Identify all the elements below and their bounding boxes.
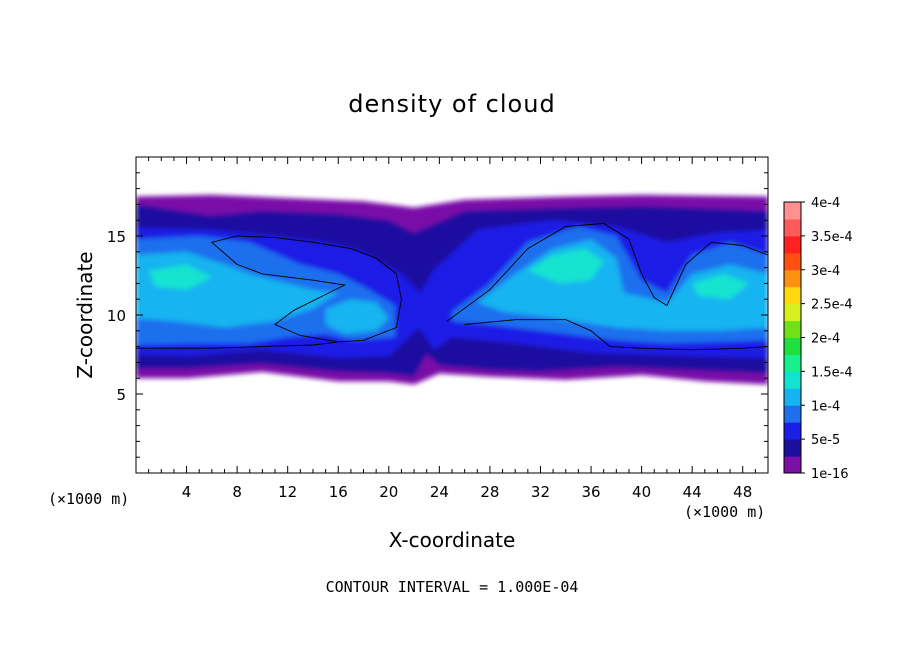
y-tick-labels: 5 10 15 (107, 228, 126, 404)
colorbar-labels: 1e-16 5e-5 1e-4 1.5e-4 2e-4 2.5e-4 3e-4 3.5e-4 4… (811, 196, 853, 482)
colorbar-swatch (784, 235, 801, 254)
x-tick-label: 28 (480, 483, 499, 501)
colorbar-swatch (784, 422, 801, 440)
colorbar-label: 3e-4 (811, 264, 840, 279)
density-fill-layers (136, 194, 768, 385)
x-tick-label: 4 (182, 483, 192, 501)
x-unit-label: (×1000 m) (684, 503, 765, 521)
contour-lines (136, 222, 768, 351)
colorbar-swatch (784, 202, 801, 220)
colorbar-label: 1.5e-4 (811, 365, 853, 380)
colorbar-swatch (784, 405, 801, 423)
colorbar-swatch (784, 269, 801, 288)
colorbar-swatch (784, 286, 801, 305)
contour-line (136, 235, 402, 349)
x-axis-label: X-coordinate (389, 528, 516, 552)
y-tick-label: 10 (107, 307, 126, 325)
y-tick-label: 5 (116, 386, 126, 404)
density-core-center (325, 299, 389, 334)
colorbar-label: 2e-4 (811, 332, 840, 347)
contour-interval-note: CONTOUR INTERVAL = 1.000E-04 (326, 578, 579, 596)
colorbar-swatch (784, 388, 801, 406)
x-tick-label: 8 (232, 483, 242, 501)
x-tick-label: 40 (632, 483, 651, 501)
density-peak-far-right (692, 273, 749, 300)
colorbar-label: 4e-4 (811, 196, 840, 211)
colorbar (783, 201, 805, 474)
z-unit-label: (×1000 m) (48, 490, 129, 508)
chart-title: density of cloud (348, 90, 555, 118)
colorbar-label: 1e-4 (811, 399, 840, 414)
contour-line (446, 222, 768, 322)
cloud-density-field (136, 194, 768, 385)
x-tick-label: 16 (329, 483, 348, 501)
colorbar-label: 2.5e-4 (811, 298, 853, 313)
x-tick-label: 32 (531, 483, 550, 501)
x-tick-label: 36 (581, 483, 600, 501)
contour-line (464, 319, 768, 351)
colorbar-swatch (784, 252, 801, 271)
x-tick-labels: 4 8 12 16 20 24 28 32 36 40 44 48 (182, 483, 752, 501)
colorbar-swatch (784, 337, 801, 355)
y-tick-label: 15 (107, 228, 126, 246)
density-peak-right (527, 248, 604, 284)
y-axis-label: Z-coordinate (73, 251, 97, 378)
x-tick-label: 48 (733, 483, 752, 501)
colorbar-swatch (784, 354, 801, 372)
x-tick-label: 24 (430, 483, 449, 501)
axis-ticks (136, 157, 768, 473)
colorbar-swatch (784, 439, 801, 457)
x-tick-label: 44 (683, 483, 702, 501)
x-tick-label: 20 (379, 483, 398, 501)
colorbar-swatch (784, 218, 801, 237)
density-peak-left (148, 264, 212, 290)
colorbar-label: 1e-16 (811, 467, 849, 482)
colorbar-swatch (784, 456, 801, 474)
colorbar-label: 3.5e-4 (811, 230, 853, 245)
colorbar-label: 5e-5 (811, 433, 840, 448)
colorbar-swatch (784, 303, 801, 322)
colorbar-swatch (784, 320, 801, 338)
plot-area (135, 156, 769, 474)
colorbar-swatch (784, 371, 801, 389)
x-tick-label: 12 (278, 483, 297, 501)
